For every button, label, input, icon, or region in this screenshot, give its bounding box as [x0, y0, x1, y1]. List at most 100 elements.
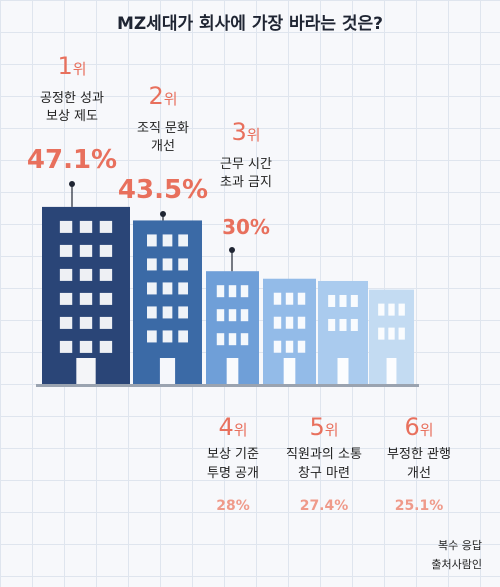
window [273, 316, 282, 329]
window [240, 333, 249, 346]
building-5 [318, 280, 368, 384]
window [162, 234, 173, 247]
window [328, 318, 336, 331]
window [59, 220, 73, 233]
window [398, 303, 405, 316]
rank-label-5: 5위 [309, 413, 338, 441]
rank-number-6: 6 [404, 413, 419, 441]
value-label-5: 27.4% [300, 498, 349, 514]
door [159, 358, 176, 384]
door [283, 358, 296, 384]
window [339, 294, 347, 307]
window [350, 294, 358, 307]
rank-suffix-2: 위 [164, 90, 178, 108]
window [178, 258, 188, 271]
window [59, 292, 73, 305]
window [178, 234, 188, 247]
window [147, 282, 157, 295]
window [285, 340, 294, 353]
window [79, 316, 93, 329]
bar-2 [133, 220, 202, 384]
window [297, 316, 306, 329]
building-1 [42, 206, 130, 384]
footnote-source: 출처사람인 [431, 558, 482, 571]
window [350, 318, 358, 331]
window [273, 340, 282, 353]
rank-number-5: 5 [309, 413, 324, 441]
rank-label-6: 6위 [404, 413, 433, 441]
category-label-2-line1: 조직 문화 [137, 121, 189, 136]
rank-label-3: 3위 [231, 118, 260, 146]
pin-dot-1 [69, 181, 75, 187]
window [162, 330, 173, 343]
window [147, 258, 157, 271]
window [59, 244, 73, 257]
window [178, 282, 188, 295]
window [79, 340, 93, 353]
window [162, 306, 173, 319]
ground-line [36, 384, 419, 387]
window [378, 303, 385, 316]
window [162, 282, 173, 295]
window [216, 285, 225, 298]
window [79, 220, 93, 233]
rank-suffix-1: 위 [73, 60, 87, 78]
window [99, 316, 113, 329]
window [79, 292, 93, 305]
window [79, 244, 93, 257]
door [76, 358, 96, 384]
rank-number-1: 1 [57, 52, 72, 80]
rank-label-1: 1위 [57, 52, 86, 80]
window [162, 258, 173, 271]
window [59, 316, 73, 329]
building-2 [133, 220, 202, 384]
window [297, 340, 306, 353]
window [99, 340, 113, 353]
window [99, 292, 113, 305]
window [285, 316, 294, 329]
chart-title: MZ세대가 회사에 가장 바라는 것은? [117, 14, 383, 34]
window [388, 327, 395, 340]
window [240, 285, 249, 298]
window [99, 220, 113, 233]
door [386, 358, 397, 384]
rank-label-2: 2위 [148, 82, 177, 110]
window [285, 292, 294, 305]
window [378, 327, 385, 340]
building-3 [206, 271, 259, 384]
window [228, 309, 237, 322]
window [216, 333, 225, 346]
rank-suffix-3: 위 [247, 126, 261, 144]
value-label-4: 28% [216, 498, 250, 514]
footnote-multiple-response: 복수 응답 [438, 539, 482, 552]
pin-dot-2 [160, 211, 166, 217]
category-label-2-line2: 개선 [151, 139, 175, 154]
rank-number-2: 2 [148, 82, 163, 110]
category-label-1-line1: 공정한 성과 [40, 91, 104, 106]
rank-suffix-6: 위 [420, 421, 434, 439]
building-4 [263, 278, 316, 384]
window [59, 268, 73, 281]
window [328, 294, 336, 307]
window [59, 340, 73, 353]
category-label-5-line1: 직원과의 소통 [286, 447, 362, 462]
building-6 [369, 289, 414, 384]
value-label-6: 25.1% [395, 498, 444, 514]
category-label-3-line2: 초과 금지 [220, 175, 272, 190]
window [79, 268, 93, 281]
window [228, 285, 237, 298]
window [147, 234, 157, 247]
rank-suffix-5: 위 [325, 421, 339, 439]
door [226, 358, 239, 384]
window [147, 330, 157, 343]
window [273, 292, 282, 305]
window [240, 309, 249, 322]
window [178, 330, 188, 343]
pin-dot-3 [229, 247, 235, 253]
category-label-3-line1: 근무 시간 [220, 157, 272, 172]
window [99, 268, 113, 281]
window [147, 306, 157, 319]
window [228, 333, 237, 346]
value-label-1: 47.1% [27, 145, 117, 175]
